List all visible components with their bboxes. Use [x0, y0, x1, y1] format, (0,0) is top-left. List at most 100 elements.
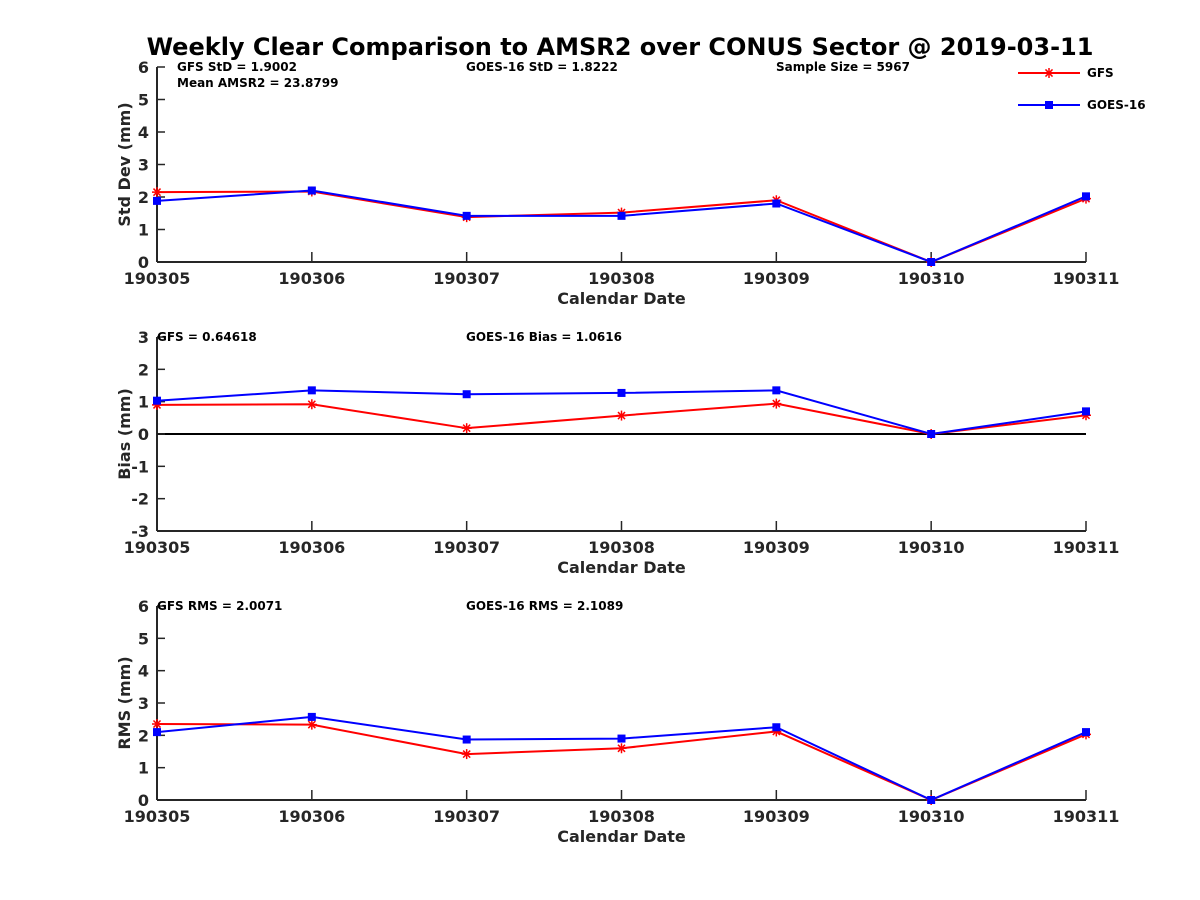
- series-goes-16: [153, 386, 1090, 438]
- x-tick-label: 190306: [278, 807, 345, 826]
- data-point: [462, 211, 471, 220]
- data-point: [617, 211, 626, 220]
- data-point-stroke: [617, 744, 626, 753]
- legend-label: GOES-16: [1087, 98, 1146, 112]
- y-tick-label: 2: [138, 360, 149, 379]
- x-tick-label: 190309: [743, 538, 810, 557]
- x-tick-label: 190307: [433, 269, 500, 288]
- panels: 0 1 2 3 4 5 6 190305 190306 190307 190308 190309 190…: [115, 58, 1119, 846]
- x-tick-label: 190308: [588, 269, 655, 288]
- x-tick-label: 190311: [1053, 269, 1120, 288]
- data-point-stroke: [152, 188, 162, 197]
- x-tick-label: 190310: [898, 269, 965, 288]
- data-point: [153, 196, 161, 205]
- x-tick-label: 190310: [898, 538, 965, 557]
- annotation: GFS StD = 1.9002: [177, 60, 297, 74]
- data-point-stroke: [462, 750, 471, 759]
- data-point: [927, 796, 936, 804]
- y-axis-label: Bias (mm): [115, 388, 134, 480]
- legend-marker: [1045, 101, 1053, 109]
- data-point-stroke: [772, 399, 781, 408]
- legend: GFS GOES-16: [1018, 66, 1146, 112]
- y-axis-label: RMS (mm): [115, 656, 134, 749]
- panel-2: -3 -2 -1 0 1 2 3 190305 190306 190307 190308 190309…: [115, 328, 1119, 577]
- y-tick-label: 3: [138, 694, 149, 713]
- y-tick-label: 1: [138, 393, 149, 412]
- data-point: [461, 749, 472, 760]
- annotation: GOES-16 StD = 1.8222: [466, 60, 618, 74]
- data-point: [927, 258, 936, 266]
- data-point: [307, 186, 316, 195]
- x-axis-label: Calendar Date: [557, 558, 686, 577]
- x-tick-label: 190308: [588, 538, 655, 557]
- x-tick-label: 190311: [1053, 538, 1120, 557]
- y-tick-label: 1: [138, 759, 149, 778]
- x-axis-label: Calendar Date: [557, 289, 686, 308]
- y-tick-label: 2: [138, 726, 149, 745]
- data-point: [617, 734, 626, 743]
- x-tick-label: 190305: [124, 538, 191, 557]
- annotation: Mean AMSR2 = 23.8799: [177, 76, 338, 90]
- x-tick-label: 190308: [588, 807, 655, 826]
- series-goes-16: [153, 186, 1090, 266]
- y-tick-label: 5: [138, 91, 149, 110]
- data-point: [306, 399, 317, 410]
- y-tick-label: 0: [138, 253, 149, 272]
- x-tick-label: 190306: [278, 269, 345, 288]
- y-tick-label: 1: [138, 221, 149, 240]
- annotation: GOES-16 RMS = 2.1089: [466, 599, 623, 613]
- legend-label: GFS: [1087, 66, 1114, 80]
- y-tick-label: 5: [138, 629, 149, 648]
- legend-item: GOES-16: [1018, 98, 1146, 112]
- y-tick-label: 4: [138, 123, 149, 142]
- x-axis-label: Calendar Date: [557, 827, 686, 846]
- annotation: Sample Size = 5967: [776, 60, 910, 74]
- data-point: [616, 743, 627, 754]
- y-tick-label: 3: [138, 328, 149, 347]
- legend-marker-stroke: [1044, 68, 1054, 78]
- y-tick-label: 6: [138, 58, 149, 77]
- panel-1: 0 1 2 3 4 5 6 190305 190306 190307 190308 190309 190…: [115, 58, 1119, 308]
- x-tick-label: 190309: [743, 807, 810, 826]
- y-tick-label: 0: [138, 791, 149, 810]
- chart-title: Weekly Clear Comparison to AMSR2 over CO…: [147, 33, 1094, 61]
- data-point: [617, 388, 626, 397]
- x-tick-label: 190310: [898, 807, 965, 826]
- data-point: [152, 187, 162, 198]
- x-tick-label: 190307: [433, 538, 500, 557]
- legend-marker: [1044, 68, 1054, 78]
- y-tick-label: 4: [138, 662, 149, 681]
- data-point: [307, 712, 316, 721]
- y-tick-label: -1: [131, 457, 149, 476]
- data-point: [152, 719, 162, 730]
- y-tick-label: 0: [138, 425, 149, 444]
- x-tick-label: 190307: [433, 807, 500, 826]
- annotation: GFS RMS = 2.0071: [157, 599, 282, 613]
- annotation: GFS = 0.64618: [157, 330, 257, 344]
- data-point: [153, 396, 161, 405]
- y-axis-label: Std Dev (mm): [115, 102, 134, 226]
- data-point: [306, 719, 317, 730]
- data-point-stroke: [152, 719, 162, 729]
- panel-3: 0 1 2 3 4 5 6 190305 190306 190307 190308 190309 190…: [115, 597, 1119, 846]
- data-point-stroke: [462, 424, 471, 433]
- data-point: [462, 390, 471, 399]
- data-point: [153, 728, 161, 737]
- data-point: [771, 398, 782, 409]
- x-tick-label: 190306: [278, 538, 345, 557]
- data-point: [461, 423, 472, 434]
- data-point: [772, 199, 781, 208]
- legend-item: GFS: [1018, 66, 1114, 80]
- data-point-stroke: [307, 720, 316, 729]
- y-tick-label: -2: [131, 490, 149, 509]
- data-point: [772, 723, 781, 732]
- data-point-stroke: [617, 411, 626, 420]
- data-point: [1082, 192, 1090, 201]
- y-tick-label: 2: [138, 188, 149, 207]
- x-tick-label: 190305: [124, 269, 191, 288]
- series-goes-16: [153, 712, 1090, 804]
- data-point: [462, 735, 471, 744]
- x-tick-label: 190305: [124, 807, 191, 826]
